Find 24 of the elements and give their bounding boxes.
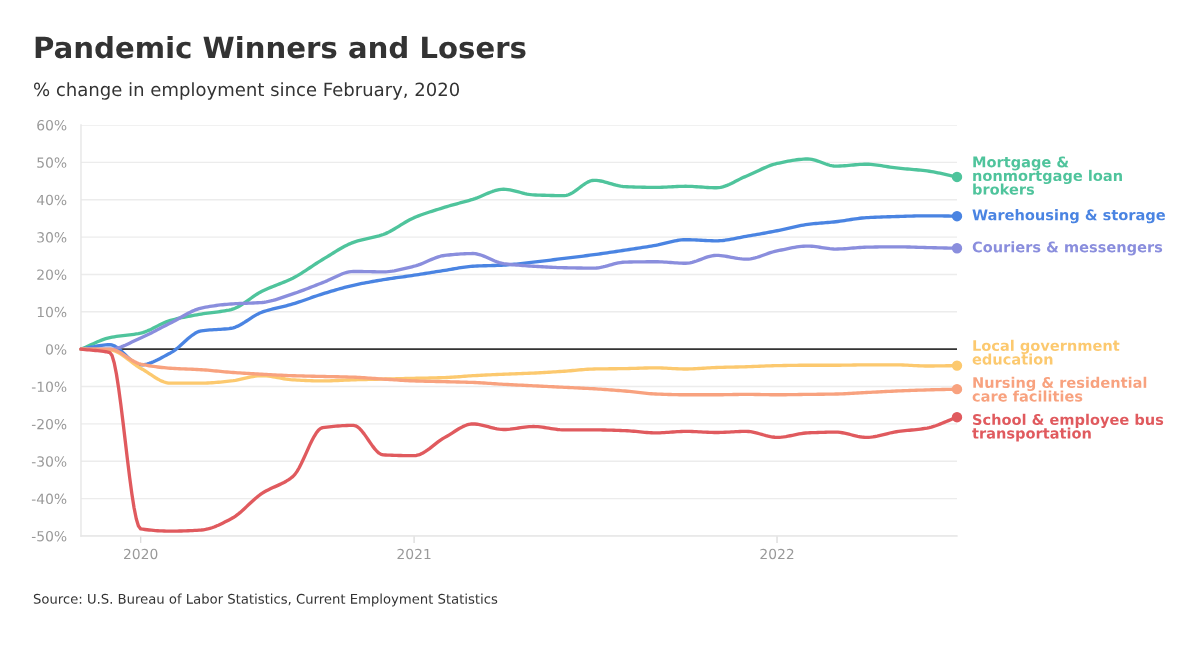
y-tick-label: -10% [31, 381, 67, 393]
y-tick-label: 30% [37, 232, 67, 243]
y-tick-label: 10% [37, 306, 67, 318]
y-tick-label: -30% [31, 456, 67, 467]
x-tick-label: 2021 [397, 548, 431, 560]
series-label: Nursing & residential care facilities [972, 376, 1147, 402]
series-label: Local government education [972, 339, 1120, 365]
series-label: Warehousing & storage [972, 209, 1165, 224]
x-tick-label: 2020 [124, 548, 158, 560]
series-label: Mortgage & nonmortgage loan brokers [973, 156, 1122, 195]
y-tick-label: 20% [37, 269, 67, 280]
y-tick-label: -40% [31, 493, 67, 505]
series-label: School & employee bus transportation [972, 413, 1164, 442]
x-tick-label: 2022 [760, 548, 794, 560]
y-tick-label: 40% [36, 194, 67, 206]
chart-subtitle: % change in employment since February, 2020 [34, 82, 460, 100]
y-tick-label: -50% [31, 530, 67, 542]
chart-title: Pandemic Winners and Losers [35, 35, 526, 59]
y-tick-label: -20% [31, 418, 67, 430]
y-tick-label: 60% [37, 119, 67, 131]
y-tick-label: 0% [45, 344, 67, 355]
y-tick-label: 50% [37, 157, 67, 168]
source-note: Source: U.S. Bureau of Labor Statistics, Current Employment Statistics [33, 593, 498, 607]
series-label: Couriers & messengers [972, 241, 1163, 256]
